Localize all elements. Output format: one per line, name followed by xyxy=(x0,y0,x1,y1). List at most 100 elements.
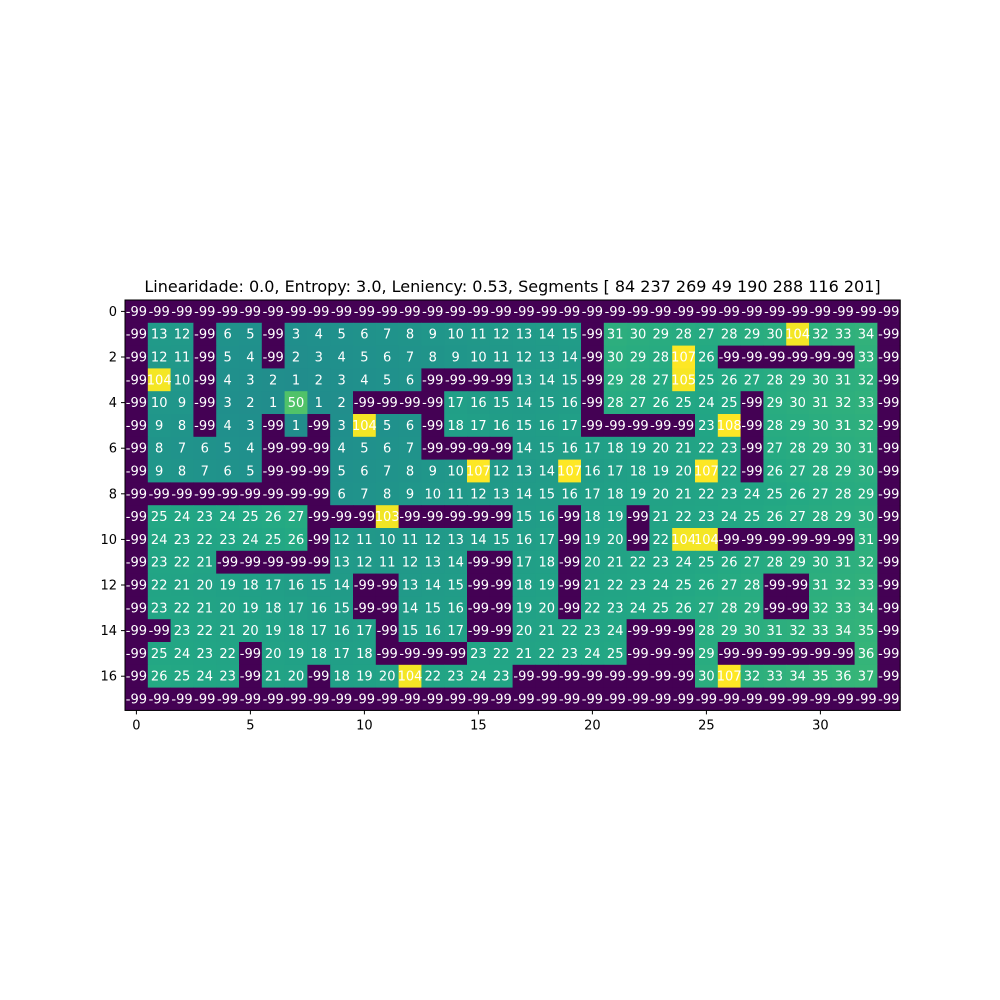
cell-value-label: 29 xyxy=(789,556,806,571)
cell-value-label: 11 xyxy=(356,533,373,548)
cell-value-label: -99 xyxy=(650,647,671,662)
cell-value-label: 50 xyxy=(288,396,305,411)
heatmap-cell xyxy=(398,482,422,506)
heatmap-cell xyxy=(763,322,787,346)
cell-value-label: 17 xyxy=(333,647,350,662)
heatmap-cell xyxy=(763,414,787,438)
heatmap-cell xyxy=(147,345,171,369)
heatmap-cell xyxy=(512,391,536,415)
cell-value-label: -99 xyxy=(126,624,147,639)
cell-value-label: 107 xyxy=(557,465,582,480)
cell-value-label: 20 xyxy=(539,601,556,616)
cell-value-label: -99 xyxy=(377,396,398,411)
cell-value-label: 14 xyxy=(470,533,487,548)
heatmap-cell xyxy=(125,368,149,392)
cell-value-label: -99 xyxy=(285,556,306,571)
heatmap-cell xyxy=(877,391,901,415)
cell-value-label: -99 xyxy=(878,396,899,411)
cell-value-label: 19 xyxy=(516,601,533,616)
cell-value-label: -99 xyxy=(126,693,147,708)
heatmap-cell xyxy=(581,368,605,392)
heatmap-cell xyxy=(284,687,308,711)
heatmap-cell xyxy=(284,459,308,483)
cell-value-label: 4 xyxy=(315,328,323,343)
cell-value-label: 19 xyxy=(584,533,601,548)
heatmap-cell xyxy=(147,300,171,324)
cell-value-label: 28 xyxy=(767,373,784,388)
heatmap-cell xyxy=(170,596,194,620)
cell-value-label: 23 xyxy=(197,647,214,662)
cell-value-label: 17 xyxy=(356,624,373,639)
cell-value-label: 30 xyxy=(630,328,647,343)
cell-value-label: 35 xyxy=(812,670,829,685)
heatmap-cell xyxy=(170,619,194,643)
y-tick-label: 14 xyxy=(100,624,117,639)
heatmap-cell xyxy=(581,345,605,369)
x-tick-label: 15 xyxy=(470,718,487,733)
heatmap-cell xyxy=(603,459,627,483)
cell-value-label: 14 xyxy=(539,465,556,480)
heatmap-cell xyxy=(261,619,285,643)
cell-value-label: 28 xyxy=(744,579,761,594)
cell-value-label: 30 xyxy=(858,510,875,525)
heatmap-cell xyxy=(421,596,445,620)
heatmap-cell xyxy=(581,482,605,506)
heatmap-cell xyxy=(489,482,513,506)
cell-value-label: 31 xyxy=(858,442,875,457)
heatmap-cell xyxy=(717,596,741,620)
cell-value-label: -99 xyxy=(741,305,762,320)
heatmap-cell xyxy=(740,345,764,369)
cell-value-label: -99 xyxy=(559,305,580,320)
heatmap-cell xyxy=(398,345,422,369)
cell-value-label: 6 xyxy=(223,465,231,480)
cell-value-label: -99 xyxy=(627,624,648,639)
cell-value-label: -99 xyxy=(764,647,785,662)
cell-value-label: 33 xyxy=(858,579,875,594)
cell-value-label: 31 xyxy=(835,419,852,434)
heatmap-cell xyxy=(353,436,377,460)
heatmap-cell xyxy=(649,436,673,460)
cell-value-label: 22 xyxy=(630,556,647,571)
cell-value-label: 15 xyxy=(333,601,350,616)
heatmap-cell xyxy=(421,505,445,529)
cell-value-label: 29 xyxy=(812,442,829,457)
cell-value-label: 25 xyxy=(242,510,259,525)
cell-value-label: 18 xyxy=(333,670,350,685)
cell-value-label: 37 xyxy=(858,670,875,685)
heatmap-cell xyxy=(261,300,285,324)
cell-value-label: 19 xyxy=(653,465,670,480)
cell-value-label: 9 xyxy=(406,487,414,502)
cell-value-label: 27 xyxy=(812,487,829,502)
cell-value-label: -99 xyxy=(559,670,580,685)
cell-value-label: -99 xyxy=(787,533,808,548)
heatmap-cell xyxy=(535,391,559,415)
heatmap-cell xyxy=(444,368,468,392)
cell-value-label: 13 xyxy=(516,328,533,343)
cell-value-label: 23 xyxy=(151,601,168,616)
heatmap-cell xyxy=(626,414,650,438)
heatmap-cell xyxy=(375,505,399,529)
heatmap-cell xyxy=(535,550,559,574)
cell-value-label: 33 xyxy=(835,328,852,343)
cell-value-label: 16 xyxy=(493,419,510,434)
heatmap-cell xyxy=(489,664,513,688)
heatmap-cell xyxy=(193,459,217,483)
heatmap-cell xyxy=(353,664,377,688)
cell-value-label: 22 xyxy=(698,442,715,457)
cell-value-label: 28 xyxy=(630,373,647,388)
heatmap-cell xyxy=(444,664,468,688)
heatmap-cell xyxy=(193,368,217,392)
cell-value-label: 30 xyxy=(858,465,875,480)
heatmap-cell xyxy=(877,550,901,574)
heatmap-cell xyxy=(877,436,901,460)
cell-value-label: 29 xyxy=(607,373,624,388)
cell-value-label: 13 xyxy=(493,487,510,502)
cell-value-label: 23 xyxy=(584,624,601,639)
cell-value-label: -99 xyxy=(491,442,512,457)
cell-value-label: 2 xyxy=(292,351,300,366)
cell-value-label: 4 xyxy=(246,442,254,457)
heatmap-cell xyxy=(512,619,536,643)
cell-value-label: 19 xyxy=(356,670,373,685)
heatmap-cell xyxy=(353,345,377,369)
heatmap-cell xyxy=(147,482,171,506)
